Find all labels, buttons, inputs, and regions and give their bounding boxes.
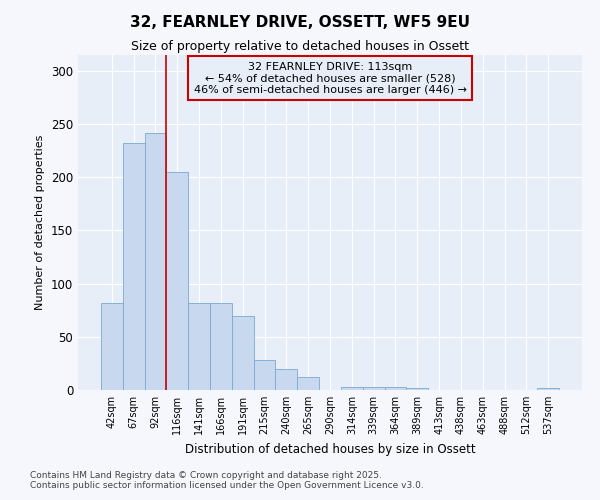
- Text: 32 FEARNLEY DRIVE: 113sqm
← 54% of detached houses are smaller (528)
46% of semi: 32 FEARNLEY DRIVE: 113sqm ← 54% of detac…: [193, 62, 467, 95]
- Bar: [275, 368, 297, 390]
- Bar: [385, 387, 406, 390]
- Text: 32, FEARNLEY DRIVE, OSSETT, WF5 9EU: 32, FEARNLEY DRIVE, OSSETT, WF5 9EU: [130, 15, 470, 30]
- Bar: [363, 387, 385, 390]
- Y-axis label: Number of detached properties: Number of detached properties: [35, 135, 46, 310]
- Bar: [341, 387, 363, 390]
- Bar: [537, 388, 559, 390]
- Bar: [101, 303, 123, 390]
- Bar: [123, 144, 145, 390]
- Text: Contains HM Land Registry data © Crown copyright and database right 2025.
Contai: Contains HM Land Registry data © Crown c…: [30, 470, 424, 490]
- Bar: [188, 303, 210, 390]
- X-axis label: Distribution of detached houses by size in Ossett: Distribution of detached houses by size …: [185, 442, 475, 456]
- Bar: [406, 388, 428, 390]
- Bar: [145, 132, 166, 390]
- Bar: [297, 377, 319, 390]
- Bar: [166, 172, 188, 390]
- Bar: [210, 303, 232, 390]
- Bar: [254, 360, 275, 390]
- Bar: [232, 316, 254, 390]
- Text: Size of property relative to detached houses in Ossett: Size of property relative to detached ho…: [131, 40, 469, 53]
